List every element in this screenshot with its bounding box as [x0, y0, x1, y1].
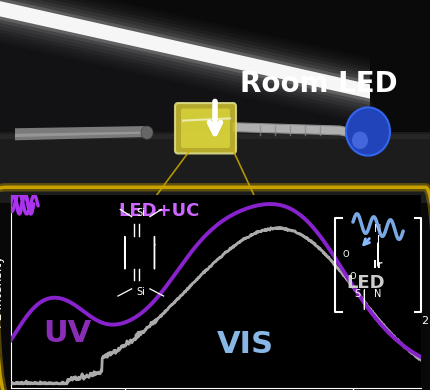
Polygon shape [0, 134, 430, 139]
Text: 2: 2 [421, 316, 429, 326]
Polygon shape [15, 126, 145, 140]
Text: LED+UC: LED+UC [118, 202, 200, 220]
Polygon shape [0, 0, 370, 102]
Text: UV: UV [44, 319, 92, 348]
Text: Si: Si [136, 208, 145, 218]
Text: S: S [354, 289, 361, 299]
Circle shape [141, 126, 153, 139]
Text: LED: LED [346, 275, 385, 292]
Polygon shape [15, 131, 145, 137]
Text: Si: Si [136, 287, 145, 297]
Text: VIS: VIS [217, 330, 274, 359]
FancyBboxPatch shape [175, 103, 236, 154]
Polygon shape [0, 1, 370, 99]
Circle shape [352, 131, 368, 149]
Text: N: N [375, 224, 382, 234]
Text: N: N [375, 289, 382, 299]
Y-axis label: PL intensity: PL intensity [0, 255, 5, 328]
Polygon shape [0, 131, 430, 203]
Polygon shape [0, 16, 430, 203]
Polygon shape [0, 0, 430, 203]
Polygon shape [0, 0, 370, 105]
Text: O: O [350, 272, 356, 281]
FancyBboxPatch shape [181, 108, 230, 148]
Circle shape [346, 107, 390, 156]
Text: Room LED: Room LED [240, 71, 398, 98]
Text: O: O [343, 250, 350, 259]
Polygon shape [233, 123, 350, 137]
Text: Ir: Ir [373, 261, 383, 270]
